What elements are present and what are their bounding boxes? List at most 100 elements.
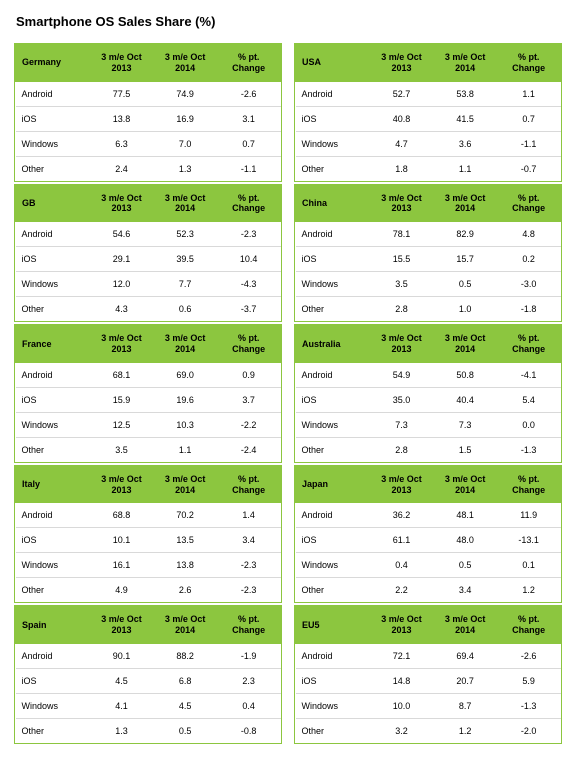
value-cell: 13.5 [153, 528, 217, 553]
value-cell: 3.4 [217, 528, 281, 553]
table-row: iOS29.139.510.4 [16, 247, 281, 272]
region-block: Germany3 m/e Oct20133 m/e Oct2014% pt.Ch… [14, 43, 282, 182]
value-cell: 14.8 [370, 668, 434, 693]
os-cell: Windows [296, 272, 370, 297]
value-cell: 0.6 [153, 297, 217, 322]
right-column: USA3 m/e Oct20133 m/e Oct2014% pt.Change… [294, 43, 562, 746]
os-cell: iOS [296, 387, 370, 412]
region-name-header: Japan [296, 466, 370, 503]
region-table: Japan3 m/e Oct20133 m/e Oct2014% pt.Chan… [295, 466, 561, 603]
os-cell: Android [296, 222, 370, 247]
value-cell: 54.9 [370, 362, 434, 387]
value-cell: 3.4 [433, 578, 497, 603]
value-cell: 52.3 [153, 222, 217, 247]
value-cell: 40.4 [433, 387, 497, 412]
value-cell: 52.7 [370, 81, 434, 106]
value-cell: 1.1 [153, 437, 217, 462]
os-cell: Windows [16, 412, 90, 437]
os-cell: Windows [296, 553, 370, 578]
table-row: iOS13.816.93.1 [16, 106, 281, 131]
value-cell: -2.6 [497, 643, 561, 668]
table-row: Android54.652.3-2.3 [16, 222, 281, 247]
value-cell: 68.8 [90, 503, 154, 528]
value-cell: -3.0 [497, 272, 561, 297]
value-cell: 10.4 [217, 247, 281, 272]
value-cell: 1.3 [153, 156, 217, 181]
region-block: GB3 m/e Oct20133 m/e Oct2014% pt.ChangeA… [14, 184, 282, 323]
value-cell: 69.0 [153, 362, 217, 387]
value-cell: 88.2 [153, 643, 217, 668]
value-cell: 4.7 [370, 131, 434, 156]
table-row: Android54.950.8-4.1 [296, 362, 561, 387]
table-row: Windows7.37.30.0 [296, 412, 561, 437]
region-table: Germany3 m/e Oct20133 m/e Oct2014% pt.Ch… [15, 44, 281, 181]
value-cell: 6.3 [90, 131, 154, 156]
value-cell: 0.4 [217, 693, 281, 718]
table-row: Android77.574.9-2.6 [16, 81, 281, 106]
value-cell: -1.1 [217, 156, 281, 181]
value-cell: -3.7 [217, 297, 281, 322]
os-cell: Windows [16, 272, 90, 297]
region-block: EU53 m/e Oct20133 m/e Oct2014% pt.Change… [294, 605, 562, 744]
region-name-header: GB [16, 185, 90, 222]
value-cell: 3.5 [370, 272, 434, 297]
value-cell: 2.3 [217, 668, 281, 693]
value-cell: 1.0 [433, 297, 497, 322]
column-header: 3 m/e Oct2013 [90, 466, 154, 503]
table-row: Other1.81.1-0.7 [296, 156, 561, 181]
value-cell: 70.2 [153, 503, 217, 528]
region-name-header: Germany [16, 45, 90, 82]
region-block: China3 m/e Oct20133 m/e Oct2014% pt.Chan… [294, 184, 562, 323]
value-cell: 7.0 [153, 131, 217, 156]
os-cell: Android [16, 222, 90, 247]
os-cell: Windows [296, 693, 370, 718]
os-cell: Other [296, 437, 370, 462]
os-cell: Other [296, 578, 370, 603]
value-cell: 6.8 [153, 668, 217, 693]
os-cell: iOS [16, 387, 90, 412]
value-cell: 2.2 [370, 578, 434, 603]
os-cell: Android [296, 362, 370, 387]
value-cell: 0.9 [217, 362, 281, 387]
value-cell: 2.4 [90, 156, 154, 181]
table-row: iOS4.56.82.3 [16, 668, 281, 693]
value-cell: -1.1 [497, 131, 561, 156]
value-cell: -2.3 [217, 553, 281, 578]
value-cell: 4.5 [153, 693, 217, 718]
os-cell: Android [296, 643, 370, 668]
value-cell: 19.6 [153, 387, 217, 412]
page-title: Smartphone OS Sales Share (%) [16, 14, 562, 29]
value-cell: 29.1 [90, 247, 154, 272]
table-row: Windows16.113.8-2.3 [16, 553, 281, 578]
value-cell: 74.9 [153, 81, 217, 106]
os-cell: Windows [296, 412, 370, 437]
value-cell: 10.1 [90, 528, 154, 553]
value-cell: -0.7 [497, 156, 561, 181]
os-cell: Other [16, 437, 90, 462]
column-header: % pt.Change [497, 607, 561, 644]
os-cell: Other [16, 578, 90, 603]
value-cell: 13.8 [90, 106, 154, 131]
region-block: USA3 m/e Oct20133 m/e Oct2014% pt.Change… [294, 43, 562, 182]
table-row: iOS40.841.50.7 [296, 106, 561, 131]
table-row: Other2.23.41.2 [296, 578, 561, 603]
os-cell: iOS [296, 528, 370, 553]
value-cell: 15.5 [370, 247, 434, 272]
value-cell: 40.8 [370, 106, 434, 131]
table-row: Android36.248.111.9 [296, 503, 561, 528]
value-cell: 15.9 [90, 387, 154, 412]
value-cell: 0.7 [217, 131, 281, 156]
value-cell: 3.7 [217, 387, 281, 412]
table-row: Other4.92.6-2.3 [16, 578, 281, 603]
table-row: Other2.81.0-1.8 [296, 297, 561, 322]
table-row: Other2.81.5-1.3 [296, 437, 561, 462]
column-header: 3 m/e Oct2013 [90, 185, 154, 222]
region-name-header: France [16, 326, 90, 363]
value-cell: 1.1 [433, 156, 497, 181]
value-cell: 13.8 [153, 553, 217, 578]
os-cell: Android [296, 81, 370, 106]
table-row: Windows6.37.00.7 [16, 131, 281, 156]
table-row: Windows12.07.7-4.3 [16, 272, 281, 297]
value-cell: 39.5 [153, 247, 217, 272]
os-cell: iOS [16, 668, 90, 693]
